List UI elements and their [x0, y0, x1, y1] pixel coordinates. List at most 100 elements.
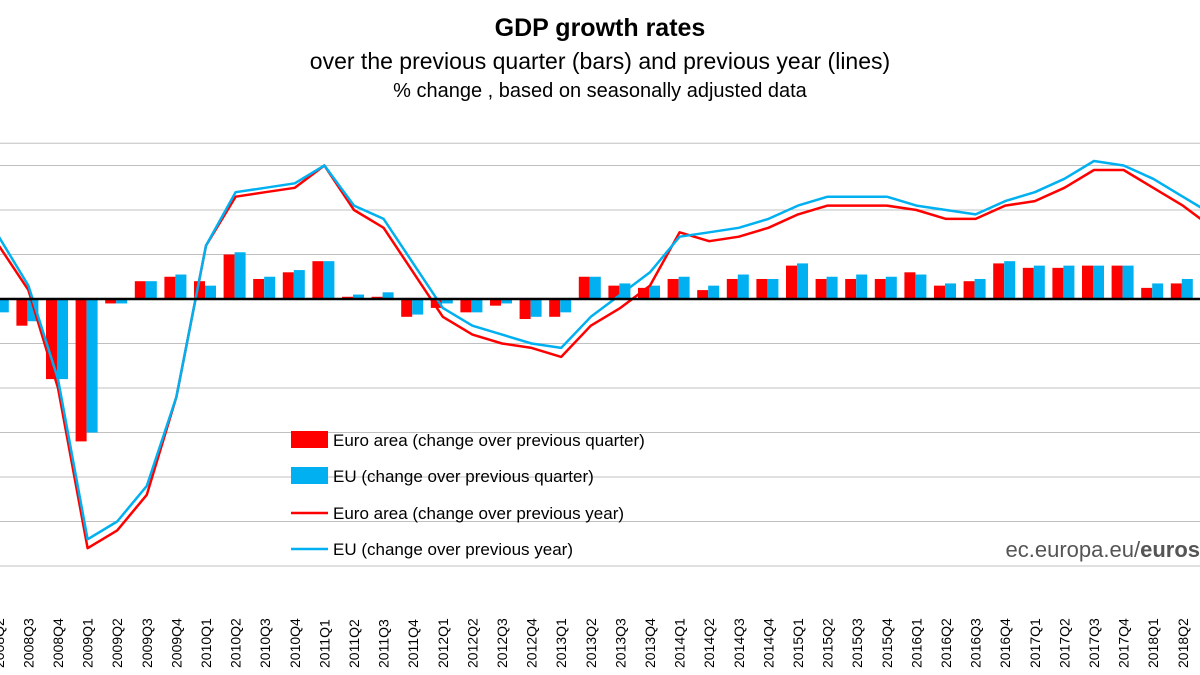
legend-swatch-eu-quarter [291, 467, 328, 484]
bar-ea-2017Q2 [1052, 267, 1064, 299]
source-credit: ec.europa.eu/euros [1006, 537, 1200, 562]
chart-subtitle: over the previous quarter (bars) and pre… [309, 48, 891, 74]
x-tick-2008Q4: 2008Q4 [50, 618, 66, 668]
bar-ea-2012Q3 [490, 299, 501, 306]
x-tick-2012Q2: 2012Q2 [464, 618, 480, 668]
bar-ea-2010Q1 [194, 281, 205, 299]
legend-label-ea-quarter: Euro area (change over previous quarter) [333, 431, 645, 450]
x-tick-2017Q3: 2017Q3 [1086, 618, 1102, 668]
bar-eu-2010Q4 [293, 270, 305, 299]
x-tick-2017Q2: 2017Q2 [1056, 618, 1072, 668]
bar-ea-2011Q1 [312, 261, 324, 299]
bar-ea-2015Q2 [815, 278, 827, 299]
x-tick-2015Q3: 2015Q3 [849, 618, 865, 668]
bar-ea-2013Q3 [608, 285, 620, 299]
bar-eu-2017Q1 [1033, 265, 1045, 299]
bar-eu-2012Q3 [501, 299, 512, 304]
x-tick-2010Q2: 2010Q2 [228, 618, 244, 668]
bar-eu-2016Q1 [915, 274, 927, 299]
bar-eu-2010Q2 [234, 252, 246, 299]
chart-subtitle-units: % change , based on seasonally adjusted … [393, 80, 807, 102]
x-tick-2008Q3: 2008Q3 [20, 618, 36, 668]
bar-ea-2013Q2 [578, 276, 590, 299]
bar-eu-2011Q2 [353, 294, 364, 299]
x-tick-2011Q1: 2011Q1 [316, 619, 332, 668]
bar-eu-2016Q4 [1004, 261, 1016, 299]
bar-ea-2014Q4 [756, 278, 768, 299]
bar-ea-2016Q3 [963, 281, 975, 299]
bar-eu-2014Q2 [708, 285, 720, 299]
x-tick-2014Q4: 2014Q4 [760, 618, 776, 668]
bar-eu-2008Q2 [0, 299, 9, 313]
bar-eu-2009Q3 [145, 281, 157, 299]
x-tick-2013Q1: 2013Q1 [553, 618, 569, 668]
bar-ea-2015Q4 [874, 278, 886, 299]
legend-label-ea-year: Euro area (change over previous year) [333, 504, 624, 523]
bar-eu-2016Q2 [945, 283, 956, 299]
bar-ea-2009Q2 [105, 299, 117, 304]
x-tick-2016Q4: 2016Q4 [997, 618, 1013, 668]
bar-eu-2018Q2 [1181, 278, 1193, 299]
bar-ea-2015Q3 [845, 278, 857, 299]
x-tick-2011Q3: 2011Q3 [376, 619, 392, 668]
x-tick-2010Q4: 2010Q4 [287, 618, 303, 668]
x-tick-2017Q1: 2017Q1 [1027, 618, 1043, 668]
legend: Euro area (change over previous quarter)… [291, 431, 645, 559]
bar-eu-2013Q1 [560, 299, 572, 313]
line-ea-year [0, 164, 1200, 550]
source-brand: euros [1140, 537, 1200, 562]
x-tick-2017Q4: 2017Q4 [1116, 618, 1132, 668]
bar-eu-2011Q3 [382, 292, 394, 299]
bar-eu-2008Q4 [57, 299, 68, 380]
bar-eu-2015Q1 [797, 263, 808, 299]
x-tick-2015Q2: 2015Q2 [820, 618, 836, 668]
x-tick-2018Q1: 2018Q1 [1145, 618, 1161, 668]
legend-label-eu-year: EU (change over previous year) [333, 540, 573, 559]
x-tick-2012Q3: 2012Q3 [494, 618, 510, 668]
bars [0, 252, 1193, 442]
x-tick-2011Q2: 2011Q2 [346, 619, 362, 668]
bar-ea-2016Q2 [934, 285, 945, 299]
bar-eu-2018Q1 [1152, 283, 1164, 299]
bar-ea-2013Q4 [638, 287, 649, 299]
x-tick-2012Q1: 2012Q1 [435, 618, 451, 668]
x-tick-2015Q1: 2015Q1 [790, 618, 806, 668]
bar-ea-2017Q4 [1111, 265, 1123, 299]
bar-eu-2009Q4 [175, 274, 187, 299]
x-tick-2013Q2: 2013Q2 [583, 618, 599, 668]
x-tick-2011Q4: 2011Q4 [405, 619, 421, 668]
bar-ea-2016Q1 [904, 272, 916, 299]
bar-eu-2015Q3 [856, 274, 868, 299]
bar-eu-2014Q3 [737, 274, 749, 299]
x-tick-labels: 2008Q2 2008Q3 2008Q4 2009Q1 2009Q2 2009Q3 2009… [0, 618, 1191, 668]
x-tick-2009Q1: 2009Q1 [80, 618, 96, 668]
x-tick-2010Q1: 2010Q1 [198, 618, 214, 668]
bar-eu-2012Q4 [530, 299, 542, 317]
bar-ea-2017Q1 [1022, 267, 1034, 299]
bar-ea-2008Q3 [16, 299, 28, 326]
bar-ea-2013Q1 [549, 299, 561, 317]
x-tick-2018Q2: 2018Q2 [1175, 618, 1191, 668]
bar-eu-2009Q2 [116, 299, 128, 304]
chart-title: GDP growth rates [494, 14, 706, 42]
bar-eu-2014Q4 [767, 278, 779, 299]
bar-ea-2018Q1 [1141, 287, 1153, 299]
bar-ea-2015Q1 [786, 265, 797, 299]
bar-ea-2014Q2 [697, 290, 709, 299]
bar-ea-2010Q4 [282, 272, 294, 299]
bar-ea-2016Q4 [993, 263, 1005, 299]
bar-eu-2014Q1 [678, 276, 690, 299]
bar-ea-2010Q3 [253, 278, 265, 299]
bar-eu-2010Q3 [264, 276, 276, 299]
bar-ea-2018Q2 [1170, 283, 1182, 299]
bar-ea-2014Q1 [667, 278, 679, 299]
bar-eu-2017Q3 [1093, 265, 1104, 299]
bar-ea-2008Q4 [46, 299, 57, 380]
x-tick-2013Q3: 2013Q3 [612, 618, 628, 668]
bar-eu-2011Q1 [323, 261, 335, 299]
bar-eu-2013Q4 [649, 285, 660, 299]
line-eu-year [0, 159, 1200, 541]
x-tick-2014Q2: 2014Q2 [701, 618, 717, 668]
gridlines [0, 142, 1200, 567]
